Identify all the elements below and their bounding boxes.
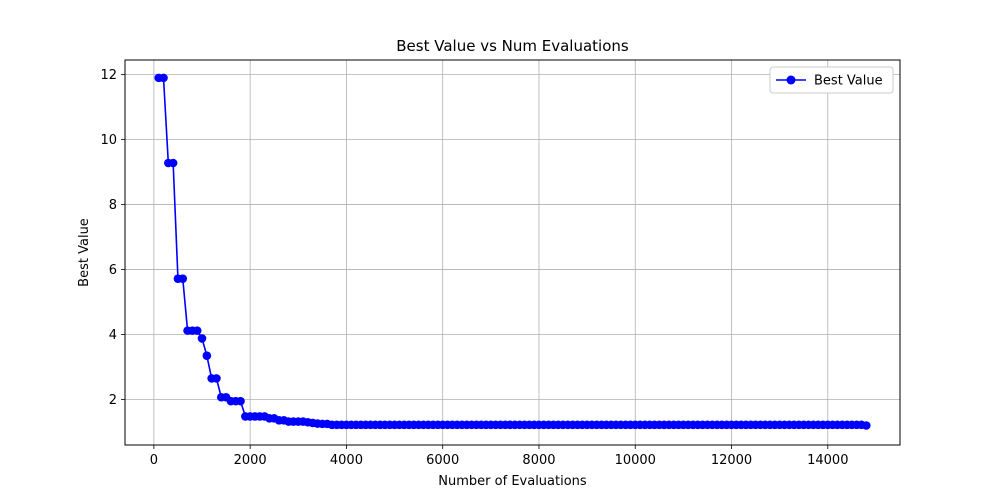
x-tick-label: 0 [150,453,158,468]
data-point [197,334,207,343]
x-tick-label: 2000 [234,453,267,468]
data-point [168,158,178,168]
x-tick-label: 10000 [615,453,656,468]
data-point [862,421,871,430]
legend: Best Value [769,66,894,94]
tick-layer: 0 2000 4000 6000 8000 10000 12000 14000 2 4 6 8 10 12 [100,68,848,468]
plot-frame [124,59,901,446]
data-point [236,396,245,406]
chart-title: Best Value vs Num Evaluations [396,37,629,55]
y-axis-label: Best Value [77,218,92,287]
x-tick-label: 12000 [711,453,752,468]
data-point [212,374,221,383]
x-tick-label: 8000 [522,453,555,468]
y-tick-label: 2 [109,393,117,408]
data-point [178,274,188,283]
data-point [202,351,212,360]
y-tick-label: 8 [109,198,117,213]
x-tick-label: 4000 [330,453,363,468]
legend-box [769,66,894,94]
grid-layer [125,60,900,445]
y-tick-label: 12 [100,68,117,83]
data-point [192,326,202,335]
data-point [159,73,168,83]
legend-label: Best Value [814,74,883,89]
legend-marker-sample [786,75,796,85]
x-tick-label: 14000 [807,453,848,468]
y-tick-label: 10 [100,133,117,148]
y-tick-label: 6 [109,263,117,278]
x-axis-label: Number of Evaluations [438,474,587,489]
y-tick-label: 4 [109,328,117,343]
x-tick-label: 6000 [426,453,459,468]
series-layer [154,73,871,430]
